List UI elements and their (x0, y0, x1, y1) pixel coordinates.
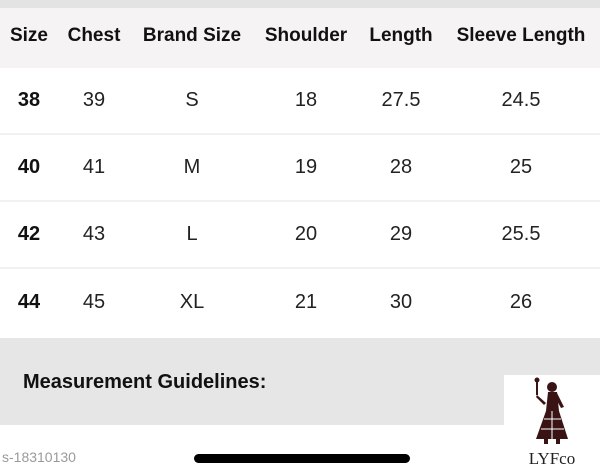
table-row: 40 41 M 19 28 25 (0, 135, 600, 202)
header-brand-size: Brand Size (142, 25, 242, 46)
cell-length: 30 (389, 291, 413, 313)
cell-sleeve-length: 25.5 (501, 223, 541, 245)
cell-sleeve-length: 26 (509, 291, 533, 313)
home-indicator-bar[interactable] (194, 454, 410, 463)
cell-brand-size: L (186, 223, 198, 245)
watermark-id: s-18310130 (2, 449, 76, 465)
logo-text: LYFco (528, 449, 576, 468)
brand-logo: LYFco (504, 375, 600, 473)
cell-shoulder: 19 (294, 156, 318, 178)
cell-shoulder: 21 (294, 291, 318, 313)
guidelines-title: Measurement Guidelines: (23, 371, 267, 393)
header-chest: Chest (67, 25, 121, 46)
cell-chest: 41 (82, 156, 106, 178)
cell-brand-size: S (185, 89, 199, 111)
header-size: Size (9, 25, 49, 46)
cell-size: 44 (17, 291, 41, 313)
cell-shoulder: 18 (294, 89, 318, 111)
cell-chest: 39 (82, 89, 106, 111)
top-strip (0, 0, 600, 8)
table-row: 42 43 L 20 29 25.5 (0, 202, 600, 269)
table-header: Size Chest Brand Size Shoulder Length Sl… (0, 8, 600, 68)
cell-size: 40 (17, 156, 41, 178)
header-length: Length (369, 25, 433, 46)
cell-sleeve-length: 24.5 (501, 89, 541, 111)
cell-chest: 43 (82, 223, 106, 245)
cell-shoulder: 20 (294, 223, 318, 245)
measurement-guidelines-section: Measurement Guidelines: (0, 338, 600, 425)
table-row: 44 45 XL 21 30 26 (0, 270, 600, 337)
header-shoulder: Shoulder (264, 25, 348, 46)
cell-size: 42 (17, 223, 41, 245)
cell-length: 27.5 (381, 89, 421, 111)
cell-sleeve-length: 25 (509, 156, 533, 178)
cell-chest: 45 (82, 291, 106, 313)
dancer-figure-icon (534, 377, 568, 444)
table-row: 38 39 S 18 27.5 24.5 (0, 68, 600, 135)
cell-size: 38 (17, 89, 41, 111)
cell-brand-size: XL (179, 291, 205, 313)
cell-brand-size: M (183, 156, 201, 178)
cell-length: 29 (389, 223, 413, 245)
header-sleeve-length: Sleeve Length (456, 25, 586, 46)
cell-length: 28 (389, 156, 413, 178)
